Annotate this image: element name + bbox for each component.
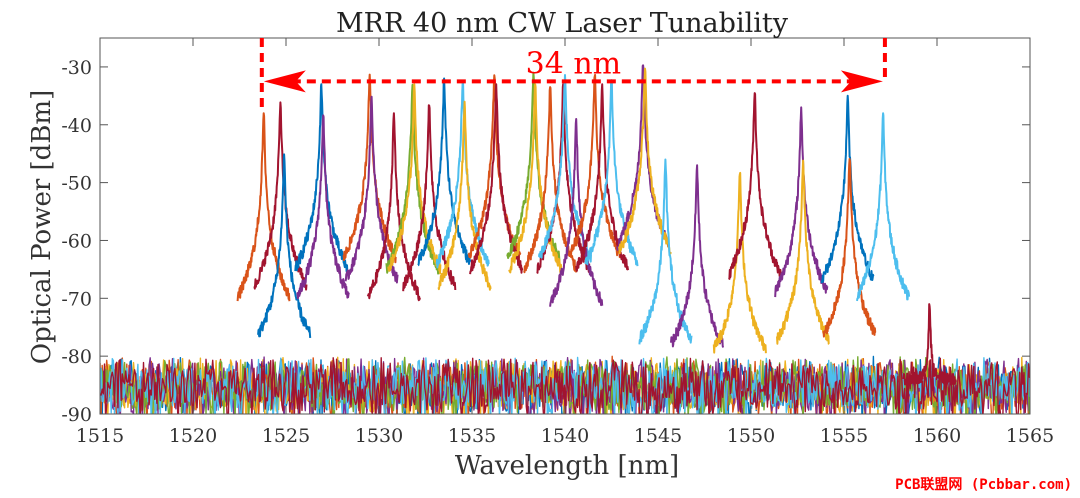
- y-tick-label: -30: [61, 57, 92, 79]
- y-tick-label: -40: [61, 115, 92, 137]
- x-tick-label: 1545: [634, 425, 682, 447]
- peak-29: [670, 164, 725, 348]
- y-tick-label: -60: [61, 230, 92, 252]
- peak-8: [366, 112, 421, 302]
- peak-10: [387, 83, 442, 275]
- x-tick-label: 1550: [727, 425, 775, 447]
- y-tick-label: -80: [61, 346, 92, 368]
- peak-9: [385, 83, 440, 275]
- peak-12: [417, 77, 472, 267]
- x-tick-label: 1535: [448, 425, 496, 447]
- span-arrow-left: [263, 70, 306, 93]
- x-tick-label: 1515: [76, 425, 124, 447]
- peak-28: [638, 158, 693, 345]
- plot-area: [100, 64, 1030, 414]
- peak-14: [437, 100, 492, 291]
- axis-ticks: 1515 1520 1525 1530 1535 1540 1545 1550 1555 1560…: [61, 38, 1054, 447]
- y-tick-label: -70: [61, 288, 92, 310]
- peak-33: [776, 159, 830, 345]
- span-label: 34 nm: [526, 46, 621, 81]
- x-tick-label: 1530: [355, 425, 403, 447]
- peak-5: [296, 114, 350, 300]
- noise-trace-7: [100, 357, 1030, 414]
- chart-title: MRR 40 nm CW Laser Tunability: [336, 8, 789, 39]
- peak-35: [822, 158, 877, 338]
- y-axis-label: Optical Power [dBm]: [27, 90, 57, 365]
- x-tick-label: 1555: [820, 425, 868, 447]
- span-arrow-right: [840, 70, 883, 93]
- peak-3: [257, 153, 312, 338]
- peak-30: [712, 171, 767, 354]
- watermark: PCB联盟网 (Pcbbar.com): [895, 477, 1072, 493]
- peak-31: [728, 92, 782, 280]
- peak-34: [820, 94, 875, 284]
- x-tick-label: 1520: [169, 425, 217, 447]
- y-tick-label: -90: [61, 404, 92, 426]
- y-tick-label: -50: [61, 173, 92, 195]
- x-tick-label: 1565: [1006, 425, 1054, 447]
- peak-36: [856, 112, 911, 302]
- peak-23: [567, 73, 622, 259]
- peak-16: [469, 83, 524, 275]
- peak-22: [549, 118, 604, 307]
- peak-1: [236, 112, 291, 302]
- x-tick-label: 1540: [541, 425, 589, 447]
- peak-32: [774, 106, 829, 298]
- x-tick-label: 1525: [262, 425, 310, 447]
- peak-18: [508, 83, 563, 274]
- x-tick-label: 1560: [913, 425, 961, 447]
- peak-7: [344, 95, 399, 284]
- x-axis-label: Wavelength [nm]: [455, 451, 679, 481]
- span-annotation: 34 nm: [259, 38, 887, 108]
- peak-37: [902, 303, 957, 386]
- peak-4: [294, 83, 349, 274]
